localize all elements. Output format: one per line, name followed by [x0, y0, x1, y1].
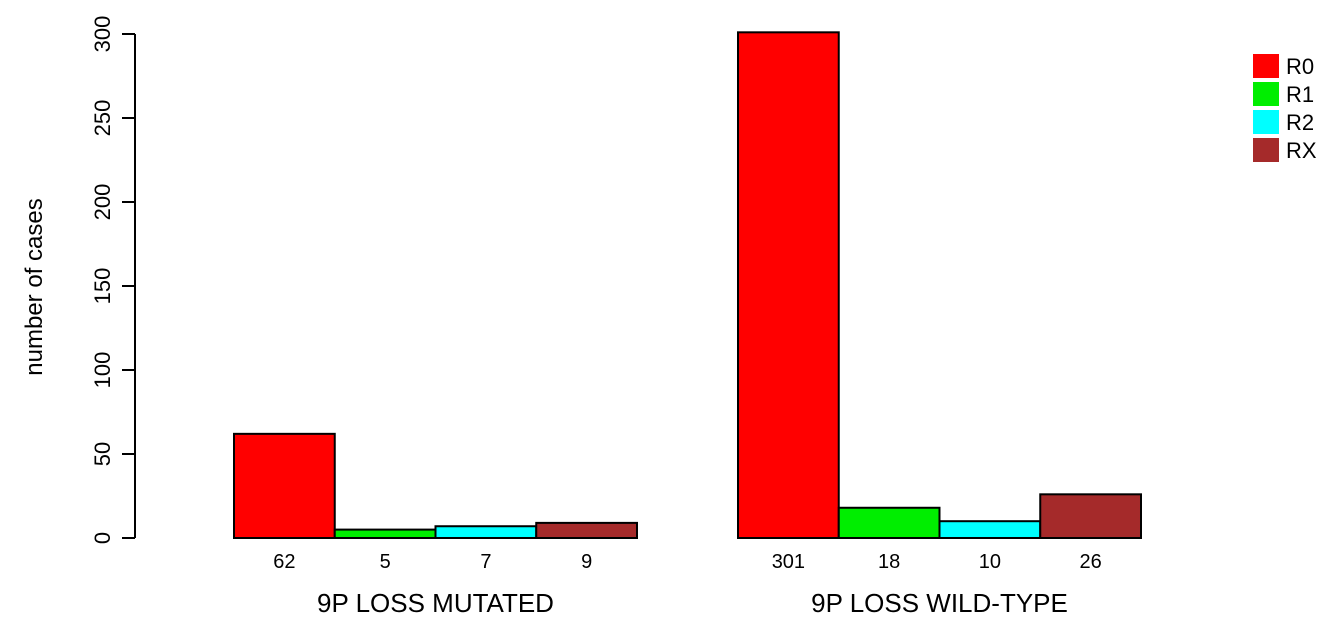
- legend-swatch-r2: [1253, 110, 1279, 134]
- bar-value-label: 9: [581, 551, 592, 573]
- y-tick-label: 50: [90, 442, 115, 466]
- bar-value-label: 18: [878, 551, 900, 573]
- y-tick-label: 200: [90, 184, 115, 221]
- bar-labels: 62 5 7 9 301 18 10 26: [273, 551, 1102, 573]
- y-tick-label: 250: [90, 100, 115, 137]
- legend: R0 R1 R2 RX: [1253, 54, 1317, 163]
- bar-r1-2: [837, 506, 941, 540]
- y-axis: 0 50 100 150 200 250 300: [90, 16, 136, 544]
- y-tick-label: 100: [90, 352, 115, 389]
- group-labels: 9P LOSS MUTATED 9P LOSS WILD-TYPE: [317, 588, 1068, 618]
- y-tick-label: 300: [90, 16, 115, 53]
- bar-value-label: 10: [979, 551, 1001, 573]
- bar-r1-1: [333, 528, 437, 539]
- group-label: 9P LOSS WILD-TYPE: [811, 588, 1068, 618]
- y-tick-label: 0: [90, 532, 115, 544]
- bar-value-label: 62: [273, 551, 295, 573]
- bar-r2-1: [434, 525, 538, 539]
- bar-rx-1: [535, 521, 638, 540]
- bar-rx-2: [1039, 493, 1142, 540]
- y-tick-label: 150: [90, 268, 115, 305]
- legend-label: R0: [1286, 54, 1314, 79]
- bar-value-label: 26: [1080, 551, 1102, 573]
- bar-value-label: 7: [480, 551, 491, 573]
- bar-r0-1: [233, 432, 336, 539]
- legend-label: R1: [1286, 82, 1314, 107]
- bar-value-label: 301: [772, 551, 805, 573]
- legend-swatch-rx: [1253, 138, 1279, 162]
- bar-value-label: 5: [380, 551, 391, 573]
- y-axis-label: number of cases: [21, 198, 48, 375]
- bar-r2-2: [938, 520, 1042, 540]
- group-label: 9P LOSS MUTATED: [317, 588, 554, 618]
- legend-swatch-r1: [1253, 82, 1279, 106]
- bars: [233, 31, 1142, 540]
- legend-swatch-r0: [1253, 54, 1279, 78]
- legend-label: R2: [1286, 110, 1314, 135]
- legend-label: RX: [1286, 138, 1317, 163]
- bar-r0-2: [737, 31, 840, 539]
